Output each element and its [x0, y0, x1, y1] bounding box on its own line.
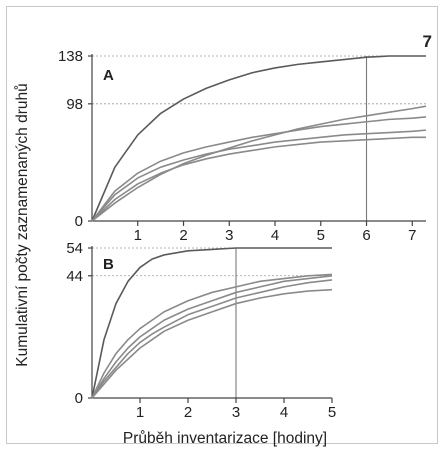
panel-b-x-tick-label-5: 5 [328, 404, 336, 421]
panel-a-x-tick-label-5: 5 [317, 227, 325, 244]
panel-b-x-tick-label-2: 2 [184, 404, 192, 421]
panel-a: 1 2 3 4 5 6 7 0 98 138 A [58, 48, 427, 244]
panel-b-y-tick-label-44: 44 [66, 268, 83, 285]
y-axis-title: Kumulativní počty zaznamenaných druhů [14, 83, 31, 366]
panel-b-y-tick-label-0: 0 [75, 390, 83, 407]
panel-b-x-tick-label-3: 3 [232, 404, 240, 421]
panel-a-x-tick-label-2: 2 [179, 227, 187, 244]
panel-a-series-line-2 [91, 105, 427, 222]
panel-b-series-line-2 [91, 273, 333, 399]
panel-b-x-tick-label-4: 4 [280, 404, 288, 421]
panel-a-x-tick-label-6: 6 [362, 227, 370, 244]
panel-a-x-tick-label-3: 3 [225, 227, 233, 244]
panel-b-x-tick-label-1: 1 [136, 404, 144, 421]
figure-number: 7 [423, 32, 432, 51]
panel-a-x-tick-label-1: 1 [134, 227, 142, 244]
panel-a-y-tick-label-138: 138 [58, 48, 83, 65]
panel-a-series-line-4 [91, 129, 427, 222]
panel-a-x-tick-label-4: 4 [271, 227, 279, 244]
panel-b-series-line-1 [91, 247, 332, 399]
panel-a-y-tick-label-0: 0 [75, 213, 83, 230]
panel-b-series-line-3 [91, 274, 333, 399]
panel-b-y-tick-label-54: 54 [66, 240, 83, 257]
figure-frame [6, 6, 438, 444]
panel-b: 1 2 3 4 5 0 44 54 B [66, 240, 336, 421]
panel-b-series-line-5 [91, 288, 333, 399]
x-axis-title: Průběh inventarizace [hodiny] [123, 430, 327, 447]
panel-a-y-tick-label-98: 98 [66, 96, 83, 113]
panel-a-series-line-1 [91, 55, 426, 222]
panel-a-letter: A [103, 67, 114, 84]
panel-b-series-line-4 [91, 279, 333, 399]
panel-a-series-line-5 [91, 136, 426, 222]
panel-a-series-line-3 [91, 116, 427, 222]
panel-a-x-tick-label-7: 7 [408, 227, 416, 244]
panel-b-letter: B [103, 256, 114, 273]
